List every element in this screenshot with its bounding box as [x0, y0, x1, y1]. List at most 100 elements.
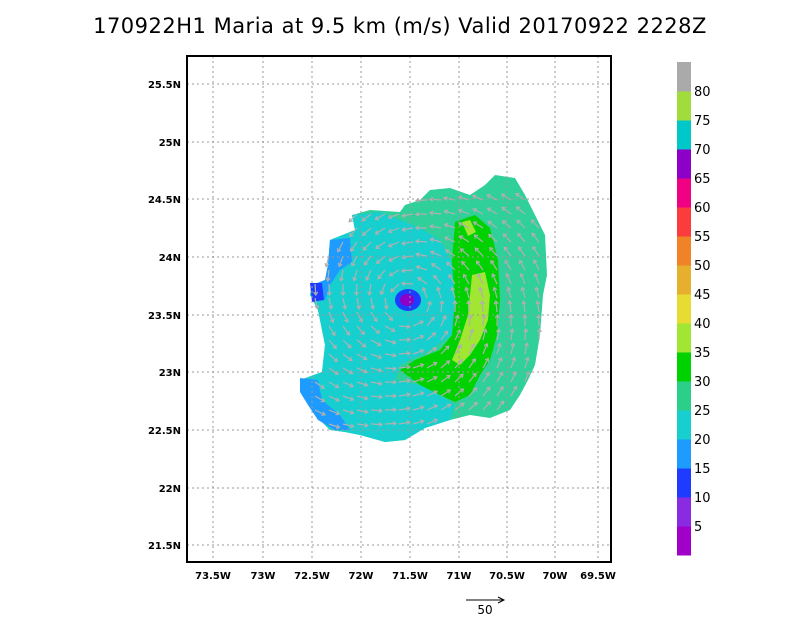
wind-vector [468, 358, 476, 369]
wind-vector-head [378, 421, 384, 427]
wind-vector-head [458, 358, 464, 364]
wind-vector [342, 311, 349, 323]
lon-label: 73.5W [195, 571, 231, 582]
colorbar-label: 15 [694, 462, 711, 477]
wind-vector-head [326, 291, 332, 297]
reference-vector: 50 [466, 596, 506, 617]
wind-vector-head [392, 352, 397, 358]
wind-vector [402, 241, 414, 245]
wind-vector-head [470, 343, 476, 348]
wind-vector [415, 240, 428, 243]
wind-vector-head [473, 401, 478, 407]
wind-vector-head [516, 219, 521, 224]
wind-vector [451, 287, 456, 299]
wind-vector [412, 378, 424, 383]
wind-vector-head [504, 259, 509, 265]
wind-vector-head [474, 247, 479, 252]
wind-vector [398, 352, 411, 355]
colorbar-swatch [677, 410, 691, 440]
wind-vector [426, 332, 436, 341]
wind-vector [468, 373, 477, 383]
wind-vector [522, 301, 526, 313]
wind-vector [401, 282, 414, 285]
colorbar-swatch [677, 178, 691, 208]
colorbar-swatch [677, 526, 691, 556]
wind-vector-head [524, 342, 530, 347]
wind-vector [519, 260, 526, 271]
wind-vector-head [378, 394, 383, 400]
wind-vector [314, 297, 318, 309]
wind-vector [390, 283, 400, 293]
wind-vector-head [329, 318, 335, 324]
wind-vector-head [349, 383, 354, 388]
lon-label: 70.5W [489, 571, 525, 582]
wind-vector [531, 219, 540, 229]
wind-field-yellowgreen [452, 272, 490, 365]
wind-vector [524, 343, 528, 355]
wind-vector-head [392, 393, 398, 399]
wind-vector-head [429, 237, 434, 243]
lon-label: 70W [543, 571, 568, 582]
wind-vector [467, 300, 470, 313]
colorbar-swatch [677, 468, 691, 498]
wind-vector-head [459, 248, 465, 253]
wind-vector [537, 314, 540, 327]
wind-vector-head [406, 392, 411, 398]
wind-vector-head [350, 423, 355, 429]
wind-vector-head [345, 331, 351, 336]
wind-vector-head [364, 409, 369, 415]
wind-vector [402, 213, 414, 217]
reference-vector-label: 50 [477, 603, 492, 617]
colorbar-label: 5 [694, 520, 702, 535]
wind-vector-head [400, 268, 406, 274]
colorbar-labels: 5 10 15 20 25 30 35 40 45 50 55 60 65 70… [694, 85, 711, 535]
wind-vector-head [348, 369, 354, 375]
wind-vector [380, 283, 386, 295]
colorbar-swatch [677, 120, 691, 150]
wind-vector [412, 364, 424, 369]
wind-vector [342, 381, 354, 388]
wind-vector-head [501, 220, 507, 225]
wind-vector [370, 423, 383, 426]
wind-vector [362, 241, 372, 251]
wind-vector [398, 421, 410, 425]
wind-vector [518, 246, 526, 257]
wind-vector [504, 260, 512, 271]
wind-vector-head [458, 222, 463, 227]
wind-vector-head [364, 422, 369, 428]
wind-vector [454, 373, 464, 383]
wind-vector-head [450, 286, 455, 292]
wind-vector-head [518, 259, 524, 264]
wind-vector [440, 315, 447, 327]
wind-vector [468, 343, 475, 355]
map-frame [186, 55, 612, 563]
wind-vector [524, 371, 530, 383]
lat-label: 22N [159, 484, 181, 495]
wind-vector-head [429, 250, 435, 256]
wind-vector [364, 255, 372, 266]
wind-vector-head [482, 328, 488, 333]
colorbar-label: 80 [694, 85, 711, 100]
wind-vector-head [335, 410, 341, 416]
wind-vector-head [374, 215, 380, 221]
wind-vector [351, 255, 358, 267]
wind-vector-head [361, 217, 366, 222]
colorbar-swatch [677, 439, 691, 469]
wind-vector [356, 311, 363, 323]
wind-vector-head [324, 263, 330, 268]
wind-vector [482, 401, 491, 411]
wind-vector [507, 287, 512, 299]
wind-vector-head [406, 378, 411, 384]
wind-vector [328, 339, 337, 349]
colorbar-swatch [677, 207, 691, 237]
wind-vector [459, 235, 470, 243]
colorbar-label: 60 [694, 201, 711, 216]
wind-vector [431, 263, 442, 271]
wind-vector [348, 213, 358, 223]
lat-label: 23N [159, 368, 181, 379]
wind-vector-head [500, 400, 505, 405]
wind-vector-head [433, 376, 438, 381]
wind-vector [349, 227, 358, 237]
wind-vector-head [446, 403, 452, 408]
wind-vector [342, 395, 354, 401]
